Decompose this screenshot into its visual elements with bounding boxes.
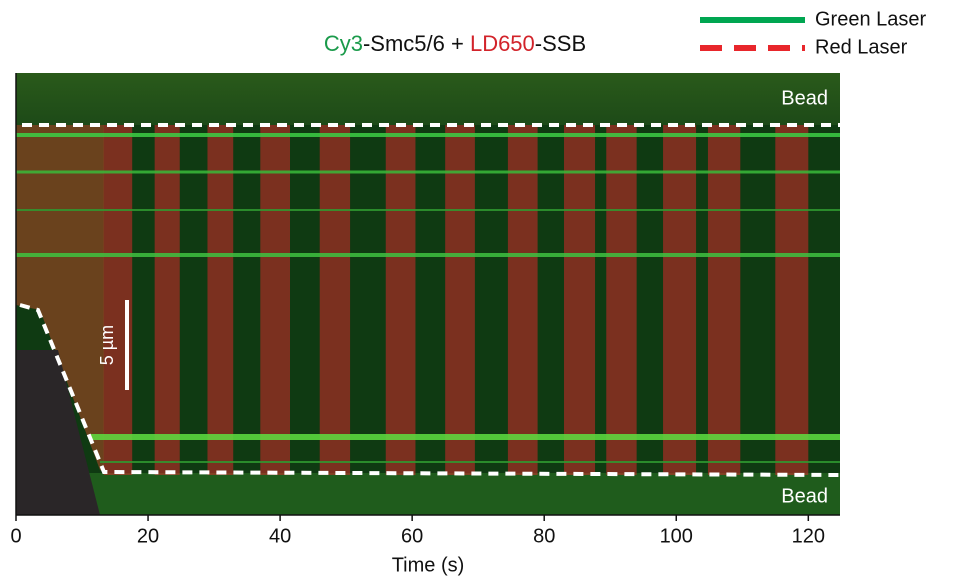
title-part: LD650 xyxy=(470,31,535,56)
laser-on-interval xyxy=(319,125,351,475)
legend-label: Red Laser xyxy=(815,36,908,58)
shadow-region xyxy=(16,350,100,515)
laser-on-interval xyxy=(606,125,637,475)
laser-on-interval xyxy=(507,125,538,475)
bead-region xyxy=(16,473,840,515)
x-tick-label: 120 xyxy=(792,525,825,547)
x-axis-label: Time (s) xyxy=(392,554,465,576)
x-tick-label: 40 xyxy=(269,525,291,547)
laser-on-interval xyxy=(707,125,741,475)
kymograph-background xyxy=(16,73,840,515)
title-part: -SSB xyxy=(535,31,586,56)
x-tick-label: 100 xyxy=(660,525,693,547)
title-part: -Smc5/6 + xyxy=(363,31,470,56)
laser-on-interval xyxy=(385,125,416,475)
annotation: Bead xyxy=(781,485,828,507)
laser-on-interval xyxy=(663,125,697,475)
title-part: Cy3 xyxy=(324,31,363,56)
laser-on-interval xyxy=(154,125,180,475)
dna-bound-proteins xyxy=(16,133,840,463)
initial-red-region xyxy=(16,125,104,472)
x-tick-label: 20 xyxy=(137,525,159,547)
laser-on-interval xyxy=(564,125,596,475)
laser-on-interval xyxy=(207,125,234,475)
laser-on-interval xyxy=(260,125,291,475)
bead-region xyxy=(16,73,840,125)
bead-boundaries xyxy=(19,123,841,477)
legend: Green Laser Red Laser xyxy=(700,8,927,58)
red-laser-stripes xyxy=(103,125,809,475)
scale-bar-label: 5 µm xyxy=(97,325,117,365)
legend-label: Green Laser xyxy=(815,8,927,30)
x-tick-label: 0 xyxy=(10,525,21,547)
x-tick-label: 80 xyxy=(533,525,555,547)
chart-title: Cy3-Smc5/6 + LD650-SSB xyxy=(324,31,586,56)
boundary-line xyxy=(19,303,841,477)
laser-on-interval xyxy=(445,125,475,475)
laser-on-interval xyxy=(775,125,809,475)
annotation: Bead xyxy=(781,87,828,109)
x-tick-label: 60 xyxy=(401,525,423,547)
